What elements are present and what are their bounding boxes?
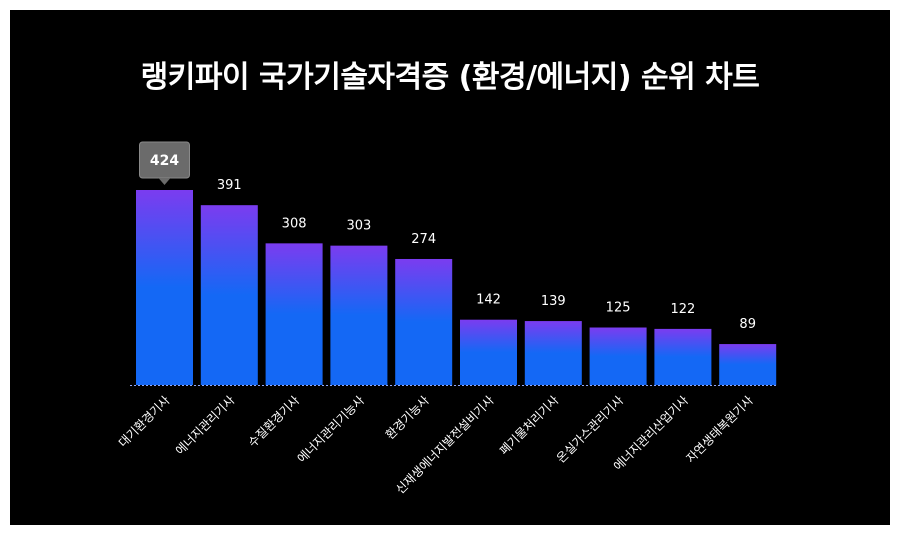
bar-6[interactable]: [460, 319, 517, 385]
category-label-5: 환경기능사: [383, 393, 432, 442]
data-label-9: 122: [670, 302, 695, 317]
chart-title: 랭키파이 국가기술자격증 (환경/에너지) 순위 차트: [140, 60, 760, 95]
data-label-2: 391: [217, 178, 242, 193]
category-label-1: 대기환경기사: [116, 393, 173, 450]
data-label-4: 303: [346, 219, 371, 234]
bar-2[interactable]: [200, 205, 258, 385]
data-label-10: 89: [739, 317, 756, 332]
data-label-7: 139: [541, 294, 566, 309]
bar-4[interactable]: [330, 245, 388, 385]
data-label-1: 424: [150, 153, 179, 169]
category-label-2: 에너지관리기사: [173, 393, 238, 458]
bar-7[interactable]: [524, 321, 582, 385]
category-label-4: 에너지관리기능사: [295, 393, 367, 465]
bar-5[interactable]: [395, 258, 453, 385]
bar-3[interactable]: [265, 243, 323, 385]
data-label-3: 308: [282, 216, 307, 231]
category-label-8: 온실가스관리기사: [554, 393, 626, 465]
bar-8[interactable]: [589, 327, 647, 385]
data-label-6: 142: [476, 293, 501, 308]
bar-10[interactable]: [719, 344, 777, 385]
bar-9[interactable]: [654, 328, 712, 385]
category-label-3: 수질환경기사: [245, 393, 302, 450]
data-label-5: 274: [411, 232, 436, 247]
tooltip-pointer: [158, 178, 171, 185]
category-label-10: 자연생태복원기사: [683, 393, 755, 465]
bar-1[interactable]: [136, 190, 193, 385]
category-label-7: 폐기물처리기사: [497, 393, 562, 458]
data-label-8: 125: [606, 301, 631, 316]
